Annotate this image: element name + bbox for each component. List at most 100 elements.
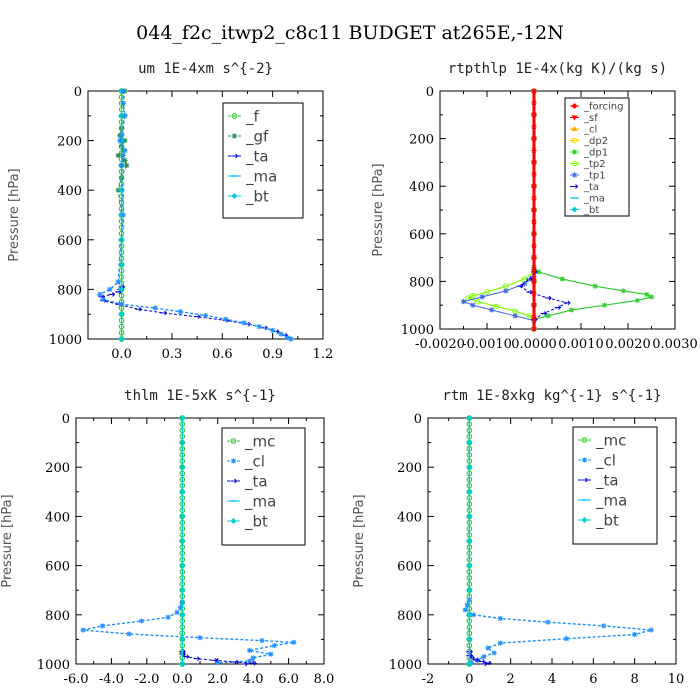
series-cl-point — [99, 623, 106, 629]
series-bt-point — [179, 464, 186, 471]
series-cl-point — [563, 636, 570, 642]
x-tick-label: 4.0 — [243, 672, 264, 687]
series-ta-line — [100, 286, 290, 340]
x-tick-label: 8.0 — [314, 672, 335, 687]
x-tick-label: 0.0010 — [558, 337, 604, 352]
series-profile-5 — [97, 88, 294, 342]
x-tick-label: 2.0 — [207, 672, 228, 687]
series-cl-point — [497, 615, 503, 622]
series-cl-point — [271, 642, 277, 649]
x-tick-label: 0.0 — [111, 347, 132, 362]
series-profile-5-point — [278, 331, 284, 337]
series-bt-point — [466, 661, 473, 667]
series-profile-5-point — [122, 147, 128, 154]
legend-label: _sf — [583, 113, 598, 124]
y-tick-label: 1000 — [37, 658, 70, 673]
series-ta-point — [182, 654, 190, 659]
y-tick-label: 600 — [57, 234, 82, 249]
series-cl-point — [648, 627, 654, 633]
legend-marker — [581, 437, 588, 443]
y-tick-label: 800 — [57, 283, 82, 298]
series-ta-point — [516, 283, 524, 289]
series-cl — [462, 597, 654, 666]
series-ta-point — [526, 276, 534, 282]
legend-label: _ta — [595, 471, 619, 490]
series-tp2 — [465, 269, 537, 323]
legend-label: _ma — [583, 194, 605, 205]
series-tp2-point — [470, 292, 476, 299]
series-cl — [80, 599, 297, 666]
series-cl-line — [82, 602, 295, 664]
series-bt-point — [179, 415, 186, 421]
series-tp1-point — [489, 307, 495, 313]
legend-label: _cl — [595, 451, 616, 470]
series-profile-10-point — [531, 231, 537, 237]
legend-label: _gf — [245, 127, 269, 146]
series-dp1-point — [644, 291, 650, 298]
legend-box — [222, 102, 304, 219]
y-tick-label: 400 — [57, 184, 82, 199]
series-profile-5-point — [120, 100, 126, 106]
series-ta-point — [194, 314, 201, 320]
legend-label: _ta — [245, 147, 269, 166]
series-dp1-point — [536, 269, 542, 275]
series-ta-point — [563, 300, 571, 306]
series-bt-point — [179, 661, 186, 667]
panel-title: rtpthlp 1E-4x(kg K)/(kg s) — [448, 61, 667, 77]
legend-marker — [231, 153, 239, 159]
series-bt-point — [179, 439, 186, 446]
x-tick-label: 0.6 — [212, 347, 233, 362]
legend-label: _tp1 — [583, 171, 606, 182]
legend-marker — [581, 457, 588, 463]
series-bt-point — [179, 538, 186, 544]
y-tick-label: 600 — [397, 560, 422, 575]
x-tick-label: 4 — [548, 672, 556, 687]
panel-title: um 1E-4xm s^{-2} — [138, 61, 273, 77]
legend-label: _dp1 — [583, 148, 608, 159]
panel-2: rtpthlp 1E-4x(kg K)/(kg s) Pressure [hPa]… — [371, 61, 698, 352]
legend-label: _ta — [244, 472, 268, 491]
legend-marker — [581, 477, 589, 483]
series-bt-point — [118, 336, 125, 342]
legend-marker — [571, 137, 578, 144]
series-profile-5-point — [117, 138, 123, 144]
x-tick-label: 0 — [465, 672, 473, 687]
series-profile-5-point — [285, 335, 291, 341]
legend-marker — [230, 518, 237, 524]
x-tick-label: 10 — [668, 672, 685, 687]
series-dp1-point — [634, 297, 640, 304]
legend-label: _f — [245, 107, 260, 126]
y-tick-label: 200 — [409, 133, 434, 148]
y-tick-label: 800 — [45, 609, 70, 624]
series-cl-point — [247, 647, 253, 654]
legend-marker — [571, 172, 578, 178]
legend-label: _bt — [245, 187, 269, 206]
series-gf-point — [115, 152, 121, 159]
series-bt-point — [466, 636, 473, 643]
series-dp1-point — [620, 288, 626, 294]
series-bt-point — [179, 488, 186, 495]
series-bt-point — [179, 611, 186, 618]
series-profile-10-point — [531, 255, 537, 261]
series-cl-point — [468, 660, 474, 666]
series-cl-point — [197, 635, 203, 641]
series-gf-point — [124, 162, 130, 168]
x-tick-label: -6.0 — [63, 672, 88, 687]
series-bt — [179, 415, 186, 667]
series-profile-5-point — [118, 162, 125, 168]
series-profile-5-point — [122, 113, 128, 119]
legend-marker — [231, 133, 238, 139]
series-bt-point — [118, 187, 125, 194]
legend: _f_gf_ta_ma_bt — [222, 102, 304, 219]
legend: _mc_cl_ta_ma_bt — [221, 427, 306, 546]
legend: _mc_cl_ta_ma_bt — [572, 426, 658, 545]
series-tp1-point — [470, 302, 476, 308]
legend-marker — [571, 103, 578, 109]
legend-label: _tp2 — [583, 159, 606, 170]
series-bt-point — [466, 562, 473, 569]
series-profile-10-point — [531, 195, 537, 201]
series-profile-10-point — [531, 219, 537, 225]
x-tick-label: 8 — [631, 672, 639, 687]
series-cl-point — [80, 627, 86, 633]
series-bt-point — [179, 562, 186, 569]
